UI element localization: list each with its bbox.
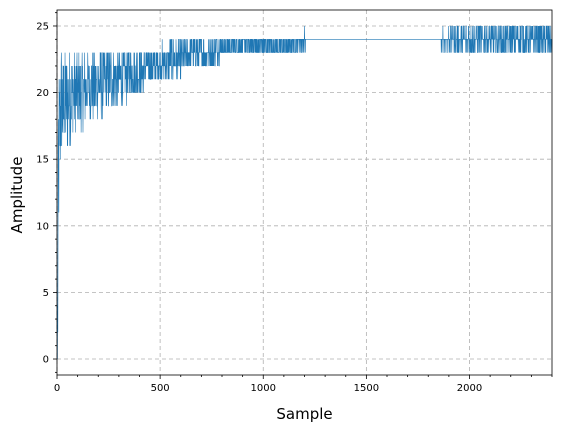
x-tick-label: 2000 bbox=[457, 383, 482, 394]
x-tick-label: 500 bbox=[151, 383, 170, 394]
y-tick-label: 10 bbox=[36, 221, 49, 232]
y-tick-label: 15 bbox=[36, 155, 49, 166]
x-tick-label: 1000 bbox=[251, 383, 276, 394]
x-axis-label: Sample bbox=[276, 405, 332, 423]
y-axis-label: Amplitude bbox=[8, 157, 26, 234]
plot-area bbox=[57, 25, 553, 360]
ticks bbox=[53, 12, 553, 379]
x-tick-label: 0 bbox=[54, 383, 60, 394]
y-tick-label: 5 bbox=[43, 288, 49, 299]
y-tick-label: 25 bbox=[36, 21, 49, 32]
tick-labels: 0 500 1000 1500 2000 0 5 10 15 20 25 bbox=[36, 21, 482, 394]
y-tick-label: 20 bbox=[36, 88, 49, 99]
series-line bbox=[57, 25, 553, 360]
y-tick-label: 0 bbox=[43, 355, 49, 366]
x-tick-label: 1500 bbox=[354, 383, 379, 394]
